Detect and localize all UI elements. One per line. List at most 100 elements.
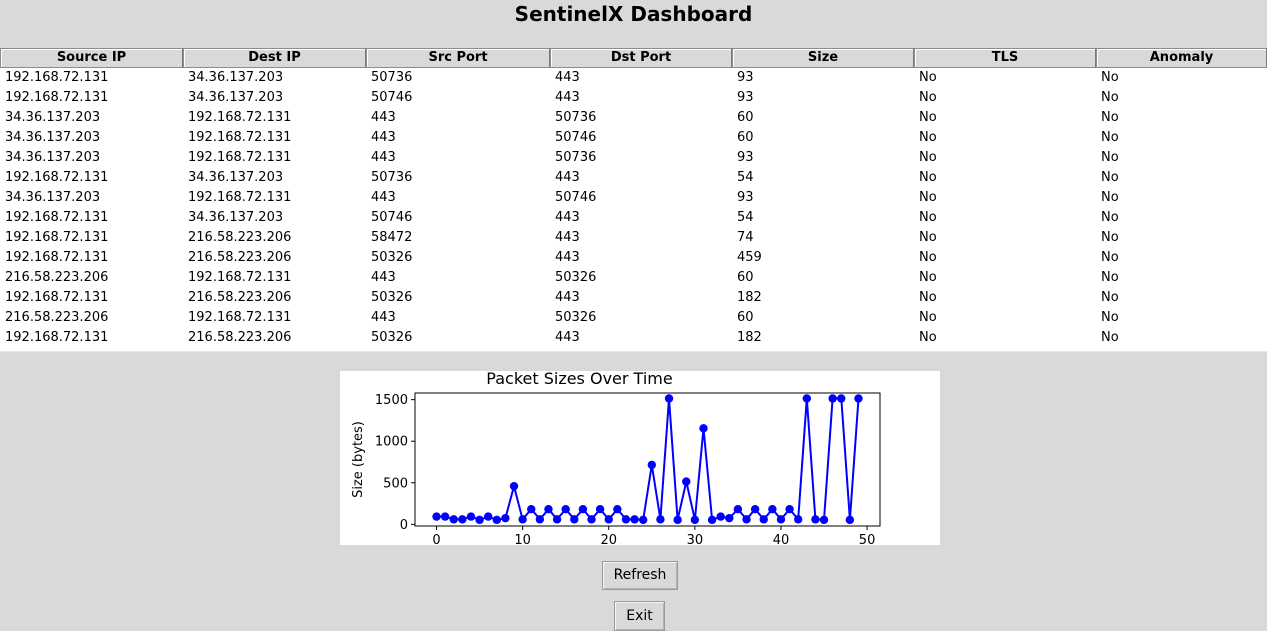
data-point bbox=[613, 505, 622, 514]
cell-source-ip: 216.58.223.206 bbox=[5, 310, 109, 325]
column-header-tls[interactable]: TLS bbox=[914, 48, 1096, 68]
y-tick-label: 500 bbox=[383, 476, 408, 491]
cell-anomaly: No bbox=[1101, 190, 1119, 205]
table-row[interactable]: 192.168.72.131 34.36.137.203 50736 443 93 No N… bbox=[0, 68, 1267, 88]
data-point bbox=[552, 515, 562, 524]
data-point bbox=[440, 512, 450, 521]
data-point bbox=[776, 515, 786, 524]
table-row[interactable]: 192.168.72.131 34.36.137.203 50736 443 54 No N… bbox=[0, 168, 1267, 188]
cell-source-ip: 192.168.72.131 bbox=[5, 210, 109, 225]
data-point bbox=[742, 515, 751, 524]
cell-source-ip: 192.168.72.131 bbox=[5, 90, 109, 105]
cell-src-port: 443 bbox=[371, 110, 396, 125]
data-point bbox=[458, 515, 467, 524]
data-point bbox=[793, 515, 803, 524]
data-point bbox=[716, 512, 725, 521]
table-row[interactable]: 34.36.137.203 192.168.72.131 443 50736 93 No N… bbox=[0, 148, 1267, 168]
data-point bbox=[802, 394, 812, 403]
data-point bbox=[561, 505, 570, 514]
cell-source-ip: 192.168.72.131 bbox=[5, 170, 109, 185]
packet-table: Source IP Dest IP Src Port Dst Port Size TLS A… bbox=[0, 48, 1267, 352]
cell-dst-port: 443 bbox=[555, 330, 580, 345]
table-row[interactable]: 216.58.223.206 192.168.72.131 443 50326 60 No… bbox=[0, 308, 1267, 328]
cell-tls: No bbox=[919, 170, 937, 185]
refresh-button[interactable]: Refresh bbox=[602, 561, 678, 590]
cell-size: 54 bbox=[737, 170, 754, 185]
exit-button[interactable]: Exit bbox=[614, 601, 665, 631]
x-tick-label: 50 bbox=[859, 533, 876, 545]
y-tick-label: 1500 bbox=[375, 393, 408, 408]
y-axis-label: Size (bytes) bbox=[351, 421, 366, 498]
y-tick-label: 1000 bbox=[375, 435, 408, 450]
cell-tls: No bbox=[919, 150, 937, 165]
cell-size: 74 bbox=[737, 230, 754, 245]
column-header-src-port[interactable]: Src Port bbox=[366, 48, 550, 68]
data-point bbox=[845, 515, 855, 525]
cell-dst-port: 443 bbox=[555, 70, 580, 85]
data-point bbox=[656, 515, 665, 524]
data-point bbox=[483, 512, 493, 521]
table-row[interactable]: 216.58.223.206 192.168.72.131 443 50326 60 No… bbox=[0, 268, 1267, 288]
data-point bbox=[475, 515, 484, 525]
table-row[interactable]: 34.36.137.203 192.168.72.131 443 50736 60 No N… bbox=[0, 108, 1267, 128]
table-body: 192.168.72.131 34.36.137.203 50736 443 93 No N… bbox=[0, 68, 1267, 348]
data-point bbox=[432, 512, 441, 521]
cell-anomaly: No bbox=[1101, 330, 1119, 345]
table-row[interactable]: 34.36.137.203 192.168.72.131 443 50746 93 No N… bbox=[0, 188, 1267, 208]
app-title: SentinelX Dashboard bbox=[514, 2, 753, 26]
cell-dest-ip: 34.36.137.203 bbox=[188, 70, 284, 85]
x-tick-label: 30 bbox=[687, 533, 704, 545]
table-row[interactable]: 34.36.137.203 192.168.72.131 443 50746 60 No N… bbox=[0, 128, 1267, 148]
cell-tls: No bbox=[919, 270, 937, 285]
cell-dest-ip: 34.36.137.203 bbox=[188, 170, 284, 185]
cell-dst-port: 50746 bbox=[555, 190, 597, 205]
cell-tls: No bbox=[919, 70, 937, 85]
cell-dest-ip: 216.58.223.206 bbox=[188, 250, 292, 265]
cell-size: 459 bbox=[737, 250, 762, 265]
cell-src-port: 443 bbox=[371, 270, 396, 285]
data-point bbox=[725, 513, 734, 523]
cell-dest-ip: 216.58.223.206 bbox=[188, 230, 292, 245]
cell-dst-port: 50736 bbox=[555, 150, 597, 165]
table-row[interactable]: 192.168.72.131 34.36.137.203 50746 443 93 No N… bbox=[0, 88, 1267, 108]
cell-src-port: 50736 bbox=[371, 70, 413, 85]
data-point bbox=[630, 515, 639, 524]
data-point bbox=[699, 424, 708, 433]
column-header-source-ip[interactable]: Source IP bbox=[0, 48, 183, 68]
column-header-anomaly[interactable]: Anomaly bbox=[1096, 48, 1267, 68]
table-row[interactable]: 192.168.72.131 216.58.223.206 50326 443 459 N… bbox=[0, 248, 1267, 268]
cell-dest-ip: 192.168.72.131 bbox=[188, 190, 292, 205]
cell-anomaly: No bbox=[1101, 210, 1119, 225]
cell-source-ip: 192.168.72.131 bbox=[5, 230, 109, 245]
cell-dst-port: 443 bbox=[555, 230, 580, 245]
data-point bbox=[501, 513, 510, 523]
cell-source-ip: 216.58.223.206 bbox=[5, 270, 109, 285]
table-row[interactable]: 192.168.72.131 216.58.223.206 58472 443 74 No… bbox=[0, 228, 1267, 248]
cell-anomaly: No bbox=[1101, 70, 1119, 85]
x-tick-label: 20 bbox=[600, 533, 617, 545]
cell-tls: No bbox=[919, 250, 937, 265]
data-point bbox=[750, 505, 760, 514]
table-row[interactable]: 192.168.72.131 216.58.223.206 50326 443 182 N… bbox=[0, 288, 1267, 308]
cell-tls: No bbox=[919, 290, 937, 305]
column-header-size[interactable]: Size bbox=[732, 48, 914, 68]
table-row[interactable]: 192.168.72.131 216.58.223.206 50326 443 182 N… bbox=[0, 328, 1267, 348]
data-point bbox=[621, 515, 631, 524]
cell-anomaly: No bbox=[1101, 150, 1119, 165]
cell-size: 93 bbox=[737, 190, 754, 205]
cell-src-port: 443 bbox=[371, 150, 396, 165]
cell-anomaly: No bbox=[1101, 130, 1119, 145]
cell-tls: No bbox=[919, 190, 937, 205]
packet-size-chart: Packet Sizes Over Time Size (bytes) 0 500 10… bbox=[340, 369, 940, 548]
data-point bbox=[785, 505, 794, 514]
cell-source-ip: 34.36.137.203 bbox=[5, 130, 101, 145]
data-point bbox=[664, 394, 674, 403]
x-tick-label: 0 bbox=[432, 533, 440, 545]
cell-anomaly: No bbox=[1101, 110, 1119, 125]
cell-anomaly: No bbox=[1101, 310, 1119, 325]
column-header-dst-port[interactable]: Dst Port bbox=[550, 48, 732, 68]
column-header-dest-ip[interactable]: Dest IP bbox=[183, 48, 366, 68]
data-point bbox=[647, 460, 657, 470]
table-row[interactable]: 192.168.72.131 34.36.137.203 50746 443 54 No N… bbox=[0, 208, 1267, 228]
